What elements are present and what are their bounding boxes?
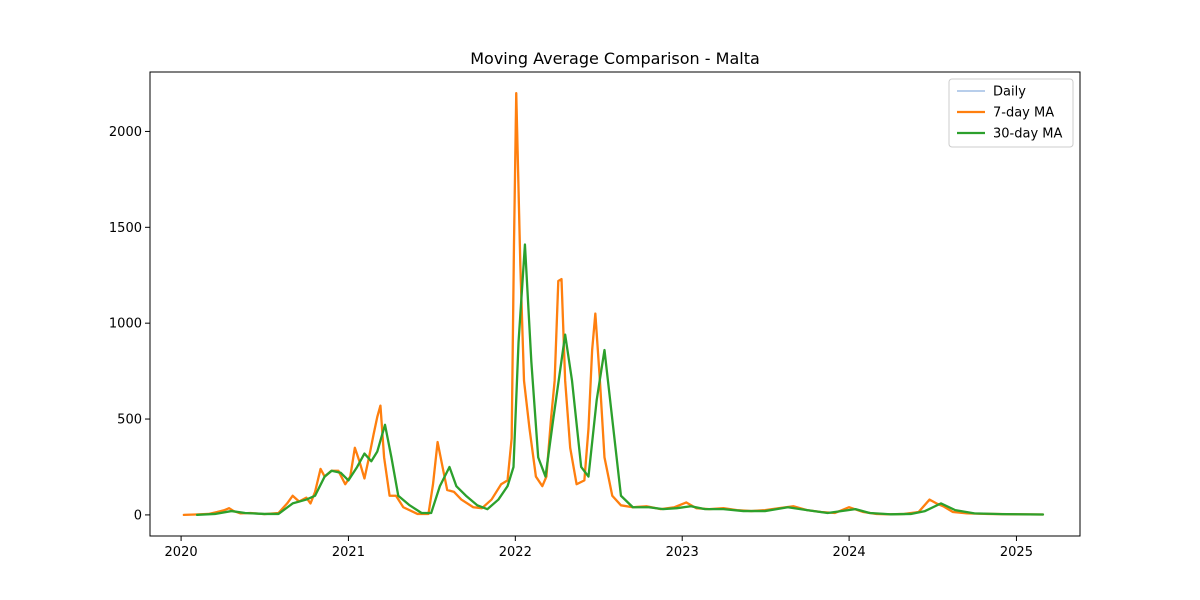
y-tick-label: 500 bbox=[117, 413, 142, 428]
legend-box bbox=[948, 78, 1074, 148]
legend-label-2: 30-day MA bbox=[993, 127, 1062, 142]
legend: Daily 7-day MA 30-day MA bbox=[948, 78, 1074, 148]
y-tick-label: 0 bbox=[134, 508, 142, 523]
x-tick-label: 2021 bbox=[332, 545, 365, 560]
series-line-1 bbox=[182, 91, 1045, 517]
chart-title: Moving Average Comparison - Malta bbox=[470, 49, 760, 68]
y-tick-label: 1000 bbox=[109, 317, 142, 332]
series-layer bbox=[182, 91, 1045, 517]
x-tick-label: 2024 bbox=[833, 545, 866, 560]
x-tick-label: 2020 bbox=[165, 545, 198, 560]
y-tick-label: 2000 bbox=[109, 125, 142, 140]
x-tick-label: 2023 bbox=[666, 545, 699, 560]
x-tick-label: 2025 bbox=[1000, 545, 1033, 560]
y-tick-label: 1500 bbox=[109, 221, 142, 236]
legend-label-0: Daily bbox=[993, 85, 1026, 100]
x-axis: 2020 2021 2022 2023 2024 2025 bbox=[165, 536, 1033, 560]
x-tick-label: 2022 bbox=[499, 545, 532, 560]
legend-label-1: 7-day MA bbox=[993, 106, 1054, 121]
plot-frame bbox=[149, 71, 1081, 537]
y-axis: 0 500 1000 1500 2000 bbox=[109, 125, 150, 523]
series-line-2 bbox=[195, 243, 1045, 517]
